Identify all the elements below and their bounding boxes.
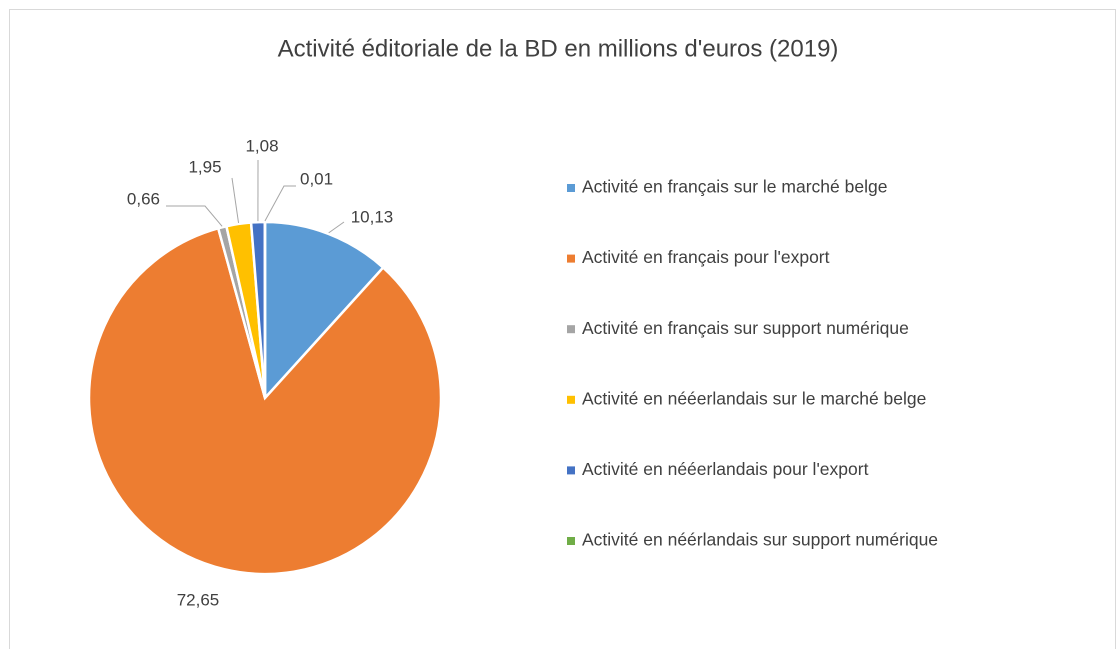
leader-line <box>264 185 296 222</box>
data-label: 1,95 <box>188 157 221 176</box>
legend-marker <box>567 325 575 334</box>
chart-title: Activité éditoriale de la BD en millions… <box>278 35 839 62</box>
pie-slice <box>87 226 443 576</box>
legend-label: Activité en nééerlandais pour l'export <box>582 459 869 479</box>
data-label: 0,01 <box>300 169 333 188</box>
legend-label: Activité en néérlandais sur support numé… <box>582 530 938 550</box>
legend-marker <box>567 254 575 263</box>
legend-marker <box>567 184 575 192</box>
data-label: 0,66 <box>127 189 160 208</box>
legend-marker <box>567 466 575 475</box>
legend-label: Activité en nééerlandais sur le marché b… <box>582 388 926 408</box>
data-label: 72,65 <box>177 590 220 609</box>
legend-label: Activité en français sur le marché belge <box>582 177 887 197</box>
pie-slice <box>263 220 385 402</box>
data-label: 10,13 <box>351 207 394 226</box>
leader-line <box>328 221 345 234</box>
leader-line <box>166 205 223 227</box>
leader-line <box>231 177 240 224</box>
legend-marker <box>567 537 575 545</box>
data-label: 1,08 <box>245 136 278 155</box>
legend-marker <box>567 395 575 404</box>
legend-label: Activité en français pour l'export <box>582 247 830 267</box>
legend-label: Activité en français sur support numériq… <box>582 318 909 338</box>
